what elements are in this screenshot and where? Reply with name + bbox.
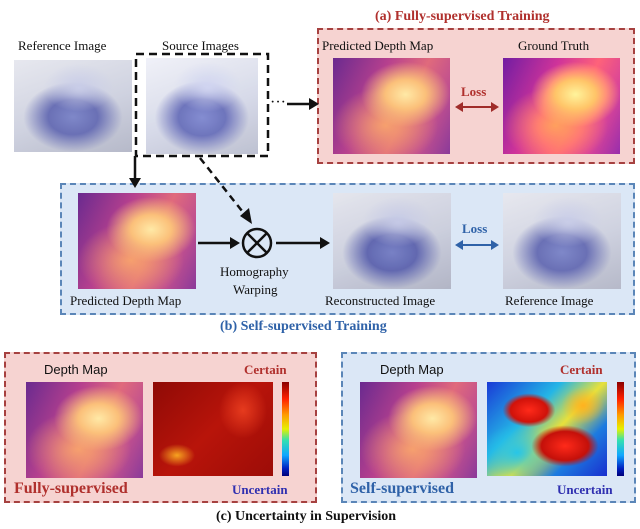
panel-a-predicted-label: Predicted Depth Map (322, 38, 434, 53)
panel-b-predicted-depth-image (78, 193, 196, 289)
source-to-panel-a-arrow (287, 98, 319, 110)
source-to-warp-dashed-arrow (199, 157, 252, 224)
panel-a-predicted-depth-image (333, 58, 450, 154)
depth-to-warp-arrow (198, 237, 240, 249)
reference-image-label: Reference Image (18, 38, 107, 53)
panel-b-loss-arrow (455, 240, 499, 250)
warp-label-line2: Warping (233, 282, 278, 297)
panel-c-left-certain-label: Certain (244, 362, 287, 377)
warp-label-line1: Homography (220, 264, 289, 279)
panel-a-gt-label: Ground Truth (518, 38, 590, 53)
homography-warp-icon (241, 227, 273, 259)
source-ellipsis: ··· (270, 94, 286, 111)
panel-b-reference-label: Reference Image (505, 293, 594, 308)
panel-c-left-depth-image (26, 382, 143, 478)
panel-a-title: (a) Fully-supervised Training (375, 9, 550, 24)
panel-b-loss-label: Loss (462, 221, 488, 236)
panel-c-right-colorbar (617, 382, 624, 476)
panel-c-right-certain-label: Certain (560, 362, 603, 377)
source-images-label: Source Images (162, 38, 239, 53)
panel-a-ground-truth-image (503, 58, 620, 154)
panel-c-left-mode-label: Fully-supervised (14, 480, 128, 497)
panel-b-reference-image (503, 193, 621, 289)
panel-c-right-uncertainty-map (487, 382, 607, 476)
panel-c-title: (c) Uncertainty in Supervision (216, 509, 397, 524)
panel-c-left-depth-label: Depth Map (44, 362, 108, 377)
panel-c-right-uncertain-label: Uncertain (557, 482, 613, 497)
warp-to-reconstructed-arrow (276, 237, 330, 249)
source-images-dashed-box (134, 52, 270, 158)
panel-c-right-depth-label: Depth Map (380, 362, 444, 377)
source-image (146, 58, 258, 154)
panel-c-right-mode-label: Self-supervised (350, 480, 454, 497)
reconstructed-label: Reconstructed Image (325, 293, 436, 308)
panel-c-left-uncertain-label: Uncertain (232, 482, 288, 497)
panel-c-right-depth-image (360, 382, 477, 478)
source-to-depth-arrow (129, 156, 141, 188)
panel-c-left-colorbar (282, 382, 289, 476)
panel-b-title: (b) Self-supervised Training (220, 319, 387, 334)
panel-a-loss-label: Loss (461, 84, 487, 99)
panel-c-left-uncertainty-map (153, 382, 273, 476)
panel-a-loss-arrow (455, 102, 499, 112)
panel-b-predicted-label: Predicted Depth Map (70, 293, 182, 308)
reconstructed-image (333, 193, 451, 289)
reference-image (14, 60, 132, 152)
